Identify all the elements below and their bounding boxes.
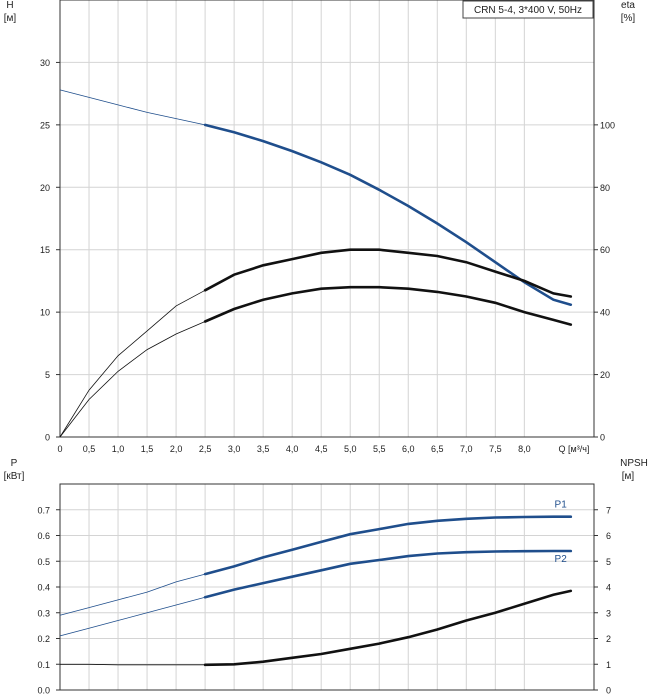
legend-box-text: CRN 5-4, 3*400 V, 50Hz bbox=[474, 5, 582, 16]
x-tick-label: 2,5 bbox=[199, 444, 212, 454]
efficiency-curve-extended bbox=[59, 289, 206, 438]
bottom-right-axis-label: NPSH bbox=[620, 458, 648, 469]
left-tick-label: 0.5 bbox=[37, 557, 50, 567]
p1-curve-extended bbox=[59, 573, 206, 616]
x-axis-label: Q [м³/ч] bbox=[559, 444, 590, 454]
right-tick-label: 3 bbox=[606, 608, 611, 618]
series-label-p1: P1 bbox=[555, 500, 568, 511]
right-tick-label: 20 bbox=[600, 370, 610, 380]
efficiency-2-curve bbox=[203, 285, 573, 326]
series-label-p2: P2 bbox=[555, 554, 568, 565]
x-tick-label: 4,0 bbox=[286, 444, 299, 454]
left-tick-label: 0.6 bbox=[37, 531, 50, 541]
x-tick-label: 8,0 bbox=[518, 444, 531, 454]
bottom-grid bbox=[59, 484, 594, 691]
x-tick-label: 3,0 bbox=[228, 444, 241, 454]
bottom-left-axis-unit: [кВт] bbox=[4, 471, 25, 482]
efficiency-2-curve-extended bbox=[59, 321, 206, 438]
legend-box bbox=[462, 0, 594, 19]
x-tick-label: 5,0 bbox=[344, 444, 357, 454]
x-tick-label: 3,5 bbox=[257, 444, 270, 454]
x-tick-label: 1,0 bbox=[112, 444, 125, 454]
right-tick-label: 40 bbox=[600, 308, 610, 318]
npsh-curve-extended bbox=[60, 663, 206, 666]
x-tick-label: 5,5 bbox=[373, 444, 386, 454]
head-curve-extended bbox=[59, 89, 206, 126]
top-tick-labels: 0 0,5 1,0 1,5 2,0 2,5 3,0 3,5 4,0 4,5 5,0 5,5 6,0 6,5… bbox=[40, 58, 615, 454]
right-tick-label: 5 bbox=[606, 557, 611, 567]
left-tick-label: 0.7 bbox=[37, 505, 50, 515]
left-tick-label: 5 bbox=[45, 370, 50, 380]
x-tick-label: 7,0 bbox=[460, 444, 473, 454]
right-tick-label: 4 bbox=[606, 583, 611, 593]
bottom-series: P1 P2 bbox=[59, 500, 573, 667]
efficiency-curve bbox=[203, 248, 573, 298]
right-tick-label: 2 bbox=[606, 634, 611, 644]
right-tick-label: 1 bbox=[606, 660, 611, 670]
left-tick-label: 25 bbox=[40, 120, 50, 130]
x-tick-label: 6,5 bbox=[431, 444, 444, 454]
right-tick-label: 60 bbox=[600, 245, 610, 255]
left-tick-label: 0.1 bbox=[37, 660, 50, 670]
top-grid bbox=[59, 0, 594, 438]
left-tick-label: 0.3 bbox=[37, 608, 50, 618]
bottom-tick-labels: 0.0 0.1 0.2 0.3 0.4 0.5 0.6 0.7 0 1 2 3 4 5 6 7 bbox=[37, 505, 611, 695]
x-tick-label: 7,5 bbox=[489, 444, 502, 454]
left-tick-label: 0.0 bbox=[37, 686, 50, 696]
left-tick-label: 20 bbox=[40, 183, 50, 193]
x-tick-label: 0 bbox=[57, 444, 62, 454]
top-panel: 0 0,5 1,0 1,5 2,0 2,5 3,0 3,5 4,0 4,5 5,0 5,5 6,0 6,5… bbox=[4, 0, 636, 454]
right-tick-label: 6 bbox=[606, 531, 611, 541]
x-tick-label: 0,5 bbox=[83, 444, 96, 454]
p2-curve-extended bbox=[59, 596, 206, 637]
right-tick-label: 0 bbox=[606, 686, 611, 696]
top-plot-frame bbox=[59, 0, 595, 438]
left-tick-label: 0.4 bbox=[37, 583, 50, 593]
left-tick-label: 15 bbox=[40, 245, 50, 255]
top-left-axis-unit: [м] bbox=[4, 13, 17, 24]
p1-curve bbox=[203, 515, 573, 576]
right-tick-label: 7 bbox=[606, 505, 611, 515]
bottom-left-axis-label: P bbox=[11, 458, 18, 469]
npsh-curve bbox=[203, 589, 573, 667]
x-tick-label: 2,0 bbox=[170, 444, 183, 454]
top-series bbox=[59, 89, 573, 438]
top-right-axis-unit: [%] bbox=[621, 13, 636, 24]
bottom-right-axis-unit: [м] bbox=[622, 471, 635, 482]
right-tick-label: 80 bbox=[600, 183, 610, 193]
top-left-axis-label: H bbox=[6, 0, 13, 11]
left-tick-label: 0 bbox=[45, 433, 50, 443]
right-tick-label: 0 bbox=[600, 433, 605, 443]
left-tick-label: 0.2 bbox=[37, 634, 50, 644]
x-tick-label: 6,0 bbox=[402, 444, 415, 454]
right-tick-label: 100 bbox=[600, 120, 615, 130]
left-tick-label: 10 bbox=[40, 308, 50, 318]
p2-curve bbox=[203, 549, 573, 599]
x-tick-label: 1,5 bbox=[141, 444, 154, 454]
top-right-axis-label: eta bbox=[621, 0, 635, 11]
left-tick-label: 30 bbox=[40, 58, 50, 68]
x-tick-label: 4,5 bbox=[315, 444, 328, 454]
